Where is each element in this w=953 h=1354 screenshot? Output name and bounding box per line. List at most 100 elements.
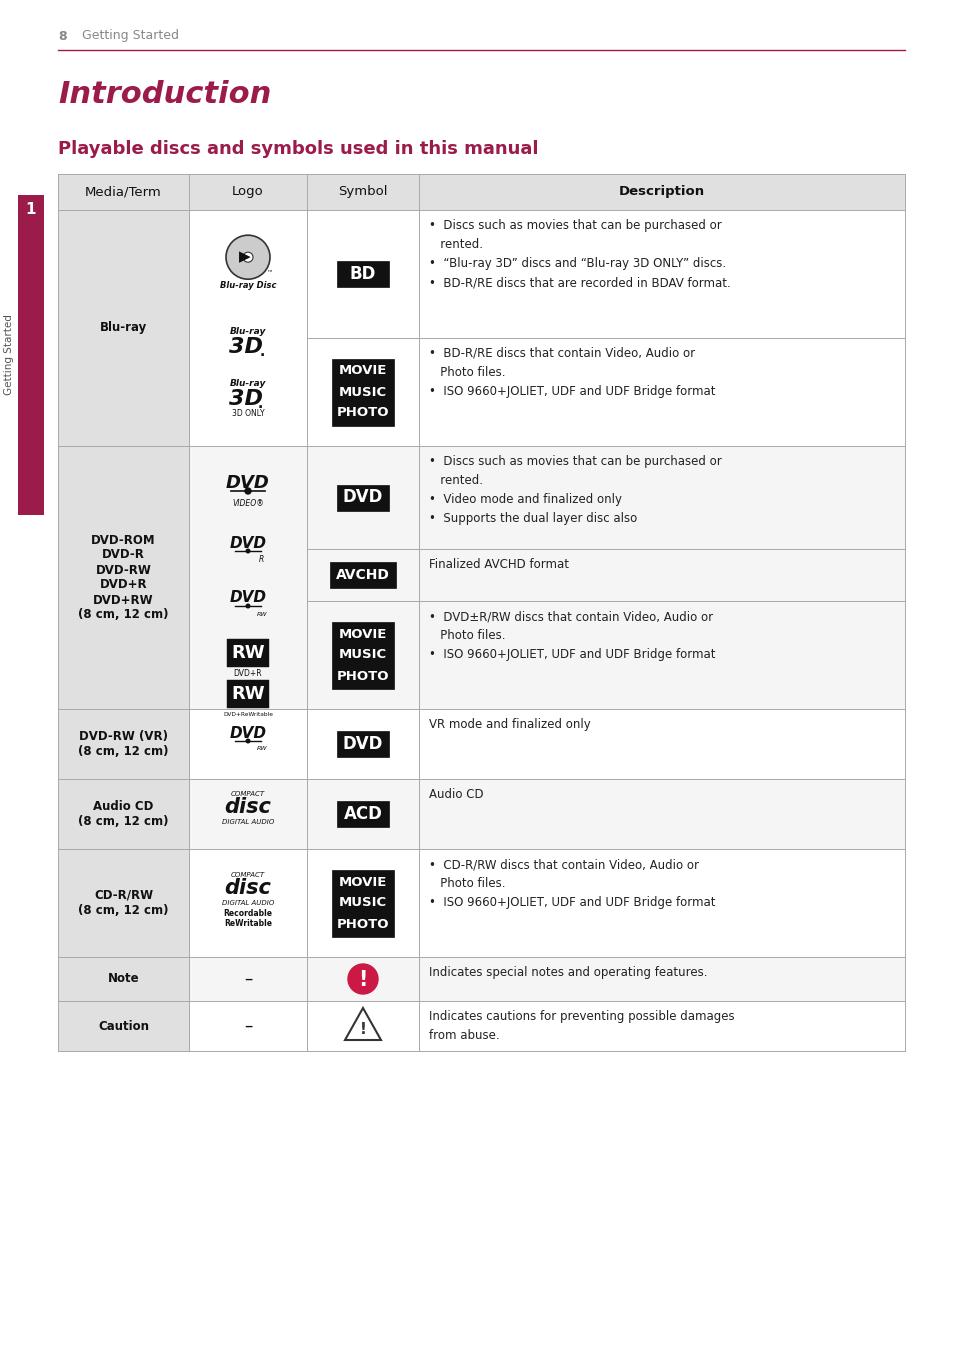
Bar xyxy=(189,445,307,709)
Text: •  BD-R/RE discs that contain Video, Audio or
   Photo files.
•  ISO 9660+JOLIET: • BD-R/RE discs that contain Video, Audi… xyxy=(429,347,715,398)
Text: MOVIE: MOVIE xyxy=(338,627,387,640)
Bar xyxy=(307,445,418,548)
Text: COMPACT: COMPACT xyxy=(231,791,265,798)
Text: DVD: DVD xyxy=(342,489,383,506)
Bar xyxy=(418,210,904,338)
Text: DVD: DVD xyxy=(230,726,266,741)
Bar xyxy=(189,849,307,957)
Bar xyxy=(332,621,394,688)
Text: Description: Description xyxy=(618,185,704,199)
Text: DVD-RW (VR)
(8 cm, 12 cm): DVD-RW (VR) (8 cm, 12 cm) xyxy=(78,730,169,758)
Text: RW: RW xyxy=(231,685,265,703)
Text: 3D ONLY: 3D ONLY xyxy=(232,409,264,418)
Bar xyxy=(307,548,418,601)
Text: Logo: Logo xyxy=(232,185,264,199)
Bar xyxy=(227,680,269,708)
Text: Media/Term: Media/Term xyxy=(85,185,162,199)
Text: Getting Started: Getting Started xyxy=(82,30,179,42)
Bar xyxy=(336,261,389,287)
Text: .: . xyxy=(257,397,262,410)
Bar xyxy=(189,709,307,779)
Text: Audio CD
(8 cm, 12 cm): Audio CD (8 cm, 12 cm) xyxy=(78,800,169,829)
Bar xyxy=(18,195,44,515)
Text: Caution: Caution xyxy=(98,1020,149,1033)
Bar xyxy=(336,802,389,827)
Text: •  CD-R/RW discs that contain Video, Audio or
   Photo files.
•  ISO 9660+JOLIET: • CD-R/RW discs that contain Video, Audi… xyxy=(429,858,715,909)
Text: disc: disc xyxy=(224,798,272,816)
Bar xyxy=(58,445,189,709)
Text: MOVIE: MOVIE xyxy=(338,364,387,378)
Bar xyxy=(58,1001,189,1051)
Bar xyxy=(418,779,904,849)
Text: MUSIC: MUSIC xyxy=(338,896,387,910)
Text: DVD: DVD xyxy=(230,590,266,605)
Text: •  Discs such as movies that can be purchased or
   rented.
•  Video mode and fi: • Discs such as movies that can be purch… xyxy=(429,455,721,525)
Text: Blu-ray: Blu-ray xyxy=(100,321,147,334)
Text: DVD: DVD xyxy=(230,535,266,551)
Text: ReWritable: ReWritable xyxy=(224,918,272,927)
Bar xyxy=(418,1001,904,1051)
Bar xyxy=(58,210,189,445)
Bar xyxy=(307,601,418,709)
Text: •  DVD±R/RW discs that contain Video, Audio or
   Photo files.
•  ISO 9660+JOLIE: • DVD±R/RW discs that contain Video, Aud… xyxy=(429,611,715,661)
Bar xyxy=(58,175,904,210)
Text: disc: disc xyxy=(224,877,272,898)
Bar xyxy=(307,210,418,338)
Text: Introduction: Introduction xyxy=(58,80,271,110)
Bar xyxy=(307,957,418,1001)
Bar xyxy=(58,779,189,849)
Text: PHOTO: PHOTO xyxy=(336,918,389,930)
Text: AVCHD: AVCHD xyxy=(335,567,390,582)
Text: .: . xyxy=(259,345,264,359)
Text: DVD: DVD xyxy=(226,474,270,492)
Text: ▶: ▶ xyxy=(239,249,251,264)
Text: !: ! xyxy=(359,1021,366,1037)
Polygon shape xyxy=(345,1007,380,1040)
Text: –: – xyxy=(244,969,252,988)
Bar xyxy=(418,709,904,779)
Text: DVD+R: DVD+R xyxy=(233,669,262,677)
Text: ACD: ACD xyxy=(343,806,382,823)
Bar xyxy=(58,849,189,957)
Bar xyxy=(58,709,189,779)
Text: Symbol: Symbol xyxy=(338,185,387,199)
Text: Audio CD: Audio CD xyxy=(429,788,483,802)
Text: MOVIE: MOVIE xyxy=(338,876,387,888)
Bar xyxy=(332,869,394,937)
Text: •  Discs such as movies that can be purchased or
   rented.
•  “Blu-ray 3D” disc: • Discs such as movies that can be purch… xyxy=(429,219,730,288)
Text: Indicates cautions for preventing possible damages
from abuse.: Indicates cautions for preventing possib… xyxy=(429,1010,734,1043)
Text: Blu-ray: Blu-ray xyxy=(230,379,266,389)
Text: 3D: 3D xyxy=(229,337,263,357)
Text: ™: ™ xyxy=(266,271,272,276)
Text: Playable discs and symbols used in this manual: Playable discs and symbols used in this … xyxy=(58,139,537,158)
Text: COMPACT: COMPACT xyxy=(231,872,265,877)
Text: DVD+ReWritable: DVD+ReWritable xyxy=(223,711,273,716)
Text: Blu-ray: Blu-ray xyxy=(230,328,266,336)
Bar xyxy=(58,957,189,1001)
Circle shape xyxy=(245,548,251,554)
Text: BD: BD xyxy=(350,265,375,283)
Text: Getting Started: Getting Started xyxy=(4,314,14,395)
Text: Recordable: Recordable xyxy=(223,909,273,918)
Bar xyxy=(418,338,904,445)
Text: Indicates special notes and operating features.: Indicates special notes and operating fe… xyxy=(429,965,707,979)
Text: RW: RW xyxy=(231,645,265,662)
Bar xyxy=(227,639,269,668)
Text: CD-R/RW
(8 cm, 12 cm): CD-R/RW (8 cm, 12 cm) xyxy=(78,890,169,917)
Text: !: ! xyxy=(358,969,367,990)
Text: Note: Note xyxy=(108,972,139,986)
Text: DVD-ROM
DVD-R
DVD-RW
DVD+R
DVD+RW
(8 cm, 12 cm): DVD-ROM DVD-R DVD-RW DVD+R DVD+RW (8 cm,… xyxy=(78,533,169,621)
Bar xyxy=(336,485,389,510)
Text: 1: 1 xyxy=(26,203,36,218)
Text: PHOTO: PHOTO xyxy=(336,669,389,682)
Bar xyxy=(418,957,904,1001)
Circle shape xyxy=(245,487,251,494)
Bar xyxy=(189,1001,307,1051)
Circle shape xyxy=(226,236,270,279)
Text: VR mode and finalized only: VR mode and finalized only xyxy=(429,718,590,731)
Text: Blu-ray Disc: Blu-ray Disc xyxy=(219,280,276,290)
Circle shape xyxy=(348,964,377,994)
Bar xyxy=(307,849,418,957)
Text: PHOTO: PHOTO xyxy=(336,406,389,420)
Text: VIDEO®: VIDEO® xyxy=(232,500,264,509)
